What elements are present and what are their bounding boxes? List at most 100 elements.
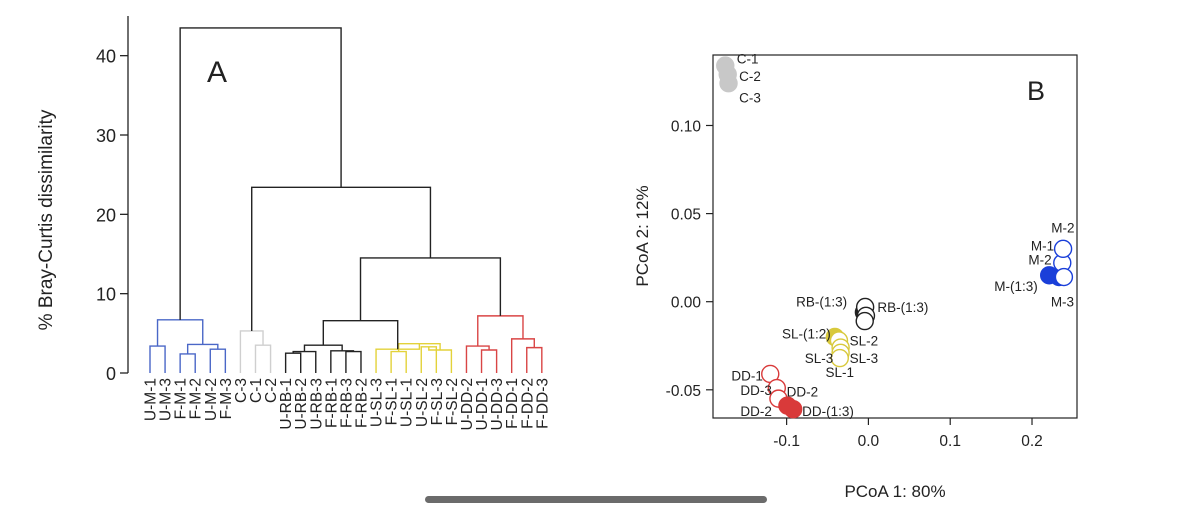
dendrogram-link	[428, 346, 453, 373]
pcoa-point-label: RB-(1:3)	[796, 295, 847, 310]
pcoa-ylabel: PCoA 2: 12%	[633, 185, 652, 286]
dendrogram-link	[480, 349, 498, 373]
pcoa-point-label: RB-(1:3)	[877, 300, 928, 315]
pcoa-point-label: DD-2	[740, 404, 772, 419]
dendrogram-leaf-label: U-SL-3	[369, 378, 386, 427]
pcoa-point-label: M-2	[1028, 252, 1051, 267]
pcoa-point-label: M-2	[1051, 221, 1074, 236]
dendrogram-leaf-label: U-DD-3	[489, 378, 506, 431]
dendrogram-leaf-label: U-SL-1	[399, 378, 416, 427]
pcoa-point-label: M-(1:3)	[994, 279, 1038, 294]
dendrogram-link	[330, 350, 355, 373]
dendrogram-y-tick-label: 40	[96, 47, 116, 67]
dendrogram-leaf-label: F-M-3	[218, 378, 235, 419]
dendrogram-leaf-label: U-RB-2	[293, 378, 310, 430]
pcoa-point-label: SL-2	[850, 333, 879, 348]
dendrogram-link	[420, 346, 438, 373]
pcoa-point	[719, 73, 738, 93]
pcoa-y-tick-label: 0.00	[671, 295, 702, 312]
dendrogram-y-tick-label: 20	[96, 205, 116, 225]
pcoa-xlabel: PCoA 1: 80%	[844, 482, 945, 501]
pcoa-point-label: SL-3	[805, 351, 834, 366]
pcoa-y-tick-label: 0.05	[671, 207, 701, 224]
dendrogram-link	[510, 338, 535, 373]
pcoa-point-labels: C-1 C-2 C-3 RB-(1:3) RB-(1:3) SL-(1:2) SL-2 SL-…	[731, 52, 1074, 419]
dendrogram-leaf-label: F-DD-1	[504, 378, 521, 429]
pcoa-point-label: DD-3	[740, 383, 772, 398]
dendrogram-leaf-label: U-M-2	[203, 378, 220, 421]
pcoa-point	[1053, 239, 1073, 259]
dendrogram-link	[156, 319, 204, 347]
home-indicator[interactable]	[425, 496, 767, 503]
dendrogram-link	[149, 345, 166, 373]
pcoa-panel: B PCoA 1: 80% PCoA 2: 12% -0.1 0.0 0.1 0.2-…	[633, 52, 1078, 501]
pcoa-plot-frame	[712, 54, 1078, 419]
pcoa-point	[783, 399, 803, 419]
pcoa-panel-label: B	[1027, 76, 1045, 106]
dendrogram-leaf-label: U-M-3	[158, 378, 175, 421]
dendrogram-leaf-label: U-SL-2	[414, 378, 431, 427]
pcoa-x-tick-label: -0.1	[773, 433, 800, 450]
dendrogram-leaf-label: F-RB-1	[323, 378, 340, 428]
dendrogram-link	[284, 352, 302, 373]
dendrogram-panel-label: A	[207, 56, 227, 89]
dendrogram-leaf-label: U-RB-3	[308, 378, 325, 430]
pcoa-y-tick-label: -0.05	[666, 383, 701, 400]
dendrogram-y-tick-label: 0	[106, 364, 116, 384]
pcoa-point	[830, 348, 849, 368]
dendrogram-link	[179, 353, 196, 373]
pcoa-point-label: C-2	[739, 69, 761, 84]
dendrogram-link	[477, 315, 524, 347]
dendrogram-links	[149, 27, 543, 373]
pcoa-points	[716, 56, 1074, 419]
dendrogram-ylabel: % Bray-Curtis dissimilarity	[36, 109, 57, 330]
dendrogram-leaf-label: F-RB-2	[353, 378, 370, 428]
pcoa-point-label: C-3	[739, 90, 761, 105]
dendrogram-leaf-labels: U-M-1U-M-3F-M-1F-M-2U-M-2F-M-3C-3C-1C-2U…	[143, 378, 552, 431]
pcoa-x-tick-label: 0.1	[939, 433, 961, 450]
pcoa-point	[1054, 267, 1074, 287]
pcoa-point	[855, 311, 874, 331]
dendrogram-leaf-label: F-DD-3	[534, 378, 551, 429]
pcoa-point-label: M-1	[1031, 238, 1054, 253]
dendrogram-leaf-label: F-SL-2	[444, 378, 461, 425]
dendrogram-leaf-label: F-SL-1	[384, 378, 401, 425]
dendrogram-link	[179, 27, 342, 320]
dendrogram-link	[292, 350, 317, 373]
dendrogram-leaf-label: F-M-2	[188, 378, 205, 419]
dendrogram-link	[209, 348, 227, 373]
dendrogram-leaf-label: F-SL-3	[429, 378, 446, 425]
dendrogram-leaf-label: F-DD-2	[519, 378, 536, 429]
dendrogram-y-tick-label: 30	[96, 126, 116, 146]
pcoa-point-label: SL-1	[826, 365, 855, 380]
pcoa-x-tick-label: 0.2	[1021, 433, 1043, 450]
pcoa-point-label: C-1	[737, 52, 759, 67]
dendrogram-panel: % Bray-Curtis dissimilarity A 010203040 …	[36, 16, 551, 431]
dendrogram-link	[251, 186, 432, 331]
dendrogram-leaf-label: C-2	[263, 378, 280, 403]
dendrogram-leaf-label: C-3	[233, 378, 250, 403]
dendrogram-leaf-label: U-DD-1	[474, 378, 491, 431]
pcoa-point-label: SL-3	[850, 351, 879, 366]
dendrogram-leaf-label: C-1	[248, 378, 265, 403]
dendrogram-link	[239, 330, 264, 373]
pcoa-point-label: DD-(1:3)	[802, 404, 854, 419]
dendrogram-link	[254, 344, 272, 373]
pcoa-point-label: DD-2	[787, 385, 819, 400]
dendrogram-leaf-label: U-RB-1	[278, 378, 295, 430]
pcoa-y-tick-label: 0.10	[671, 118, 702, 135]
dendrogram-link	[390, 350, 407, 373]
dendrogram-leaf-label: U-DD-2	[459, 378, 476, 431]
pcoa-point-label: SL-(1:2)	[782, 326, 831, 341]
pcoa-x-tick-label: 0.0	[858, 433, 880, 450]
dendrogram-leaf-label: F-RB-3	[338, 378, 355, 428]
dendrogram-link	[345, 350, 362, 373]
dendrogram-y-tick-label: 10	[96, 285, 116, 305]
dendrogram-link	[526, 346, 543, 373]
dendrogram-leaf-label: F-M-1	[173, 378, 190, 419]
dendrogram-link	[359, 257, 502, 321]
pcoa-axis-ticks: -0.1 0.0 0.1 0.2 -0.05 0.00 0.05 0.10	[666, 118, 1043, 450]
dendrogram-y-ticks: 0 10 20 30 40	[96, 47, 128, 384]
pcoa-point-label: M-3	[1051, 295, 1074, 310]
